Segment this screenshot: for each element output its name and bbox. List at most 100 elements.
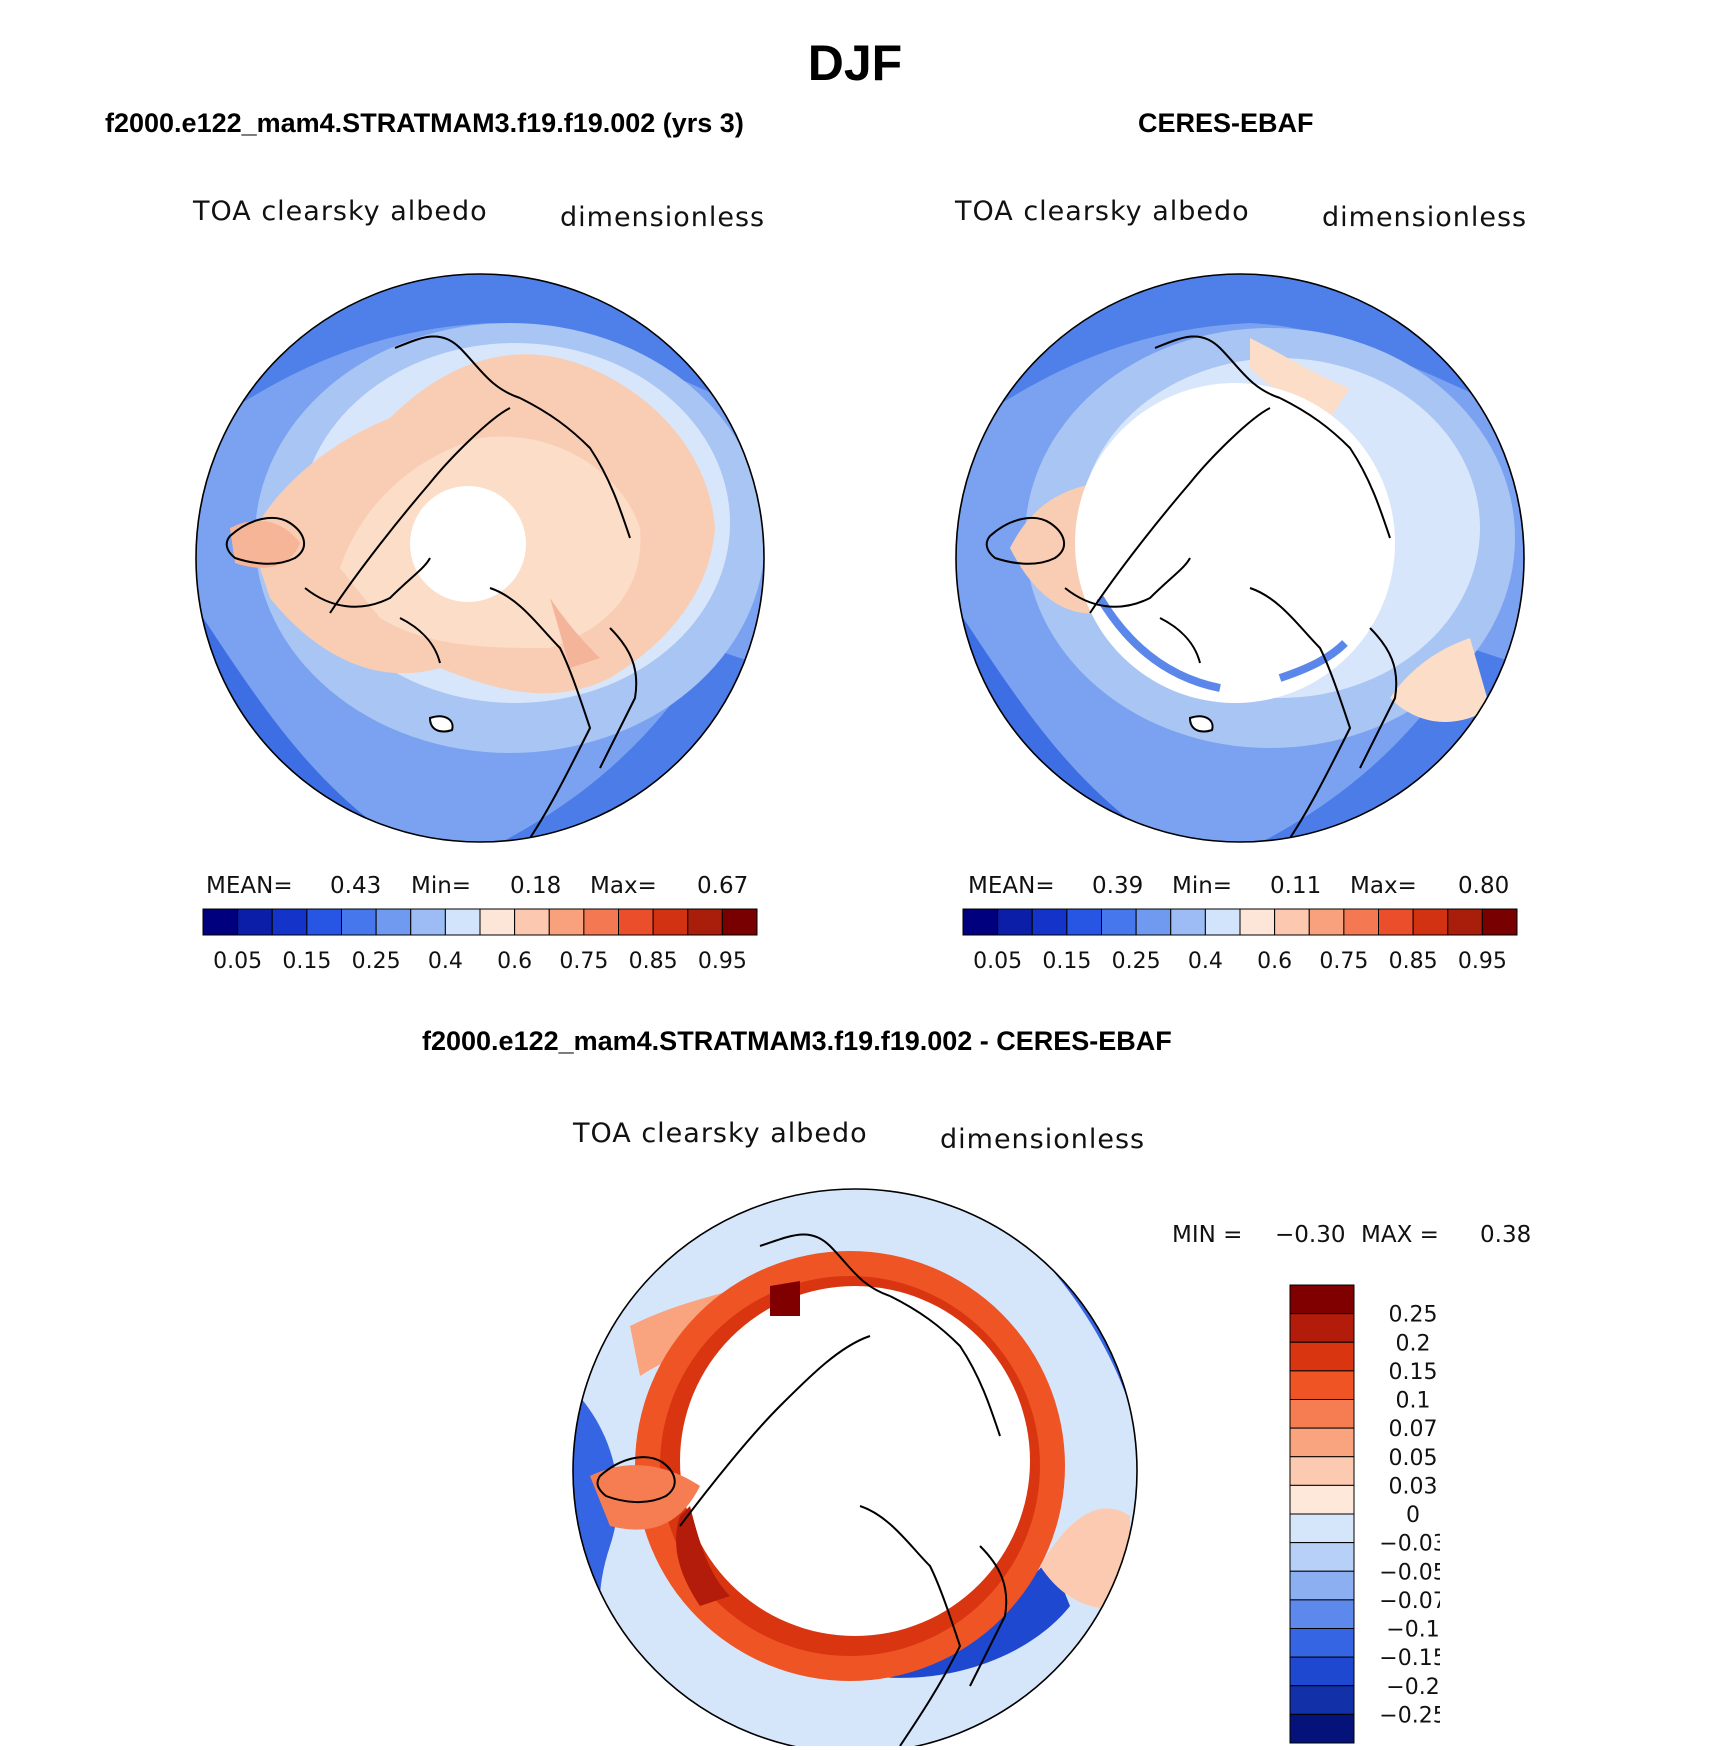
model-colorbar: 0.05 0.15 0.25 0.4 0.6 0.75 0.85 0.95 bbox=[202, 908, 758, 974]
obs-max-value: 0.80 bbox=[1458, 873, 1510, 899]
diff-colorbar-tick-label: 0.1 bbox=[1396, 1389, 1431, 1414]
diff-panel-title: f2000.e122_mam4.STRATMAM3.f19.f19.002 - … bbox=[422, 1026, 1172, 1056]
obs-panel-title: CERES-EBAF bbox=[1138, 108, 1314, 138]
obs-colorbar-tick-label: 0.05 bbox=[973, 949, 1022, 974]
model-colorbar-tick-label: 0.6 bbox=[497, 949, 532, 974]
model-colorbar-box bbox=[271, 908, 308, 936]
obs-colorbar: 0.05 0.15 0.25 0.4 0.6 0.75 0.85 0.95 bbox=[962, 908, 1518, 974]
model-colorbar-box bbox=[618, 908, 654, 936]
obs-colorbar-box bbox=[962, 908, 999, 936]
model-colorbar-box bbox=[652, 908, 689, 936]
model-mean-value: 0.43 bbox=[330, 873, 382, 899]
model-colorbar-box bbox=[341, 908, 377, 936]
model-colorbar-box bbox=[444, 908, 481, 936]
obs-mean-value: 0.39 bbox=[1092, 873, 1144, 899]
obs-colorbar-box bbox=[1066, 908, 1102, 936]
obs-max-label: Max= bbox=[1350, 873, 1417, 899]
obs-colorbar-box bbox=[1135, 908, 1172, 936]
diff-colorbar-box bbox=[1289, 1284, 1355, 1315]
diff-colorbar-tick-label: 0.05 bbox=[1389, 1446, 1438, 1471]
model-colorbar-tick-label: 0.05 bbox=[213, 949, 262, 974]
diff-colorbar-box bbox=[1289, 1713, 1355, 1744]
model-colorbar-tick-label: 0.85 bbox=[629, 949, 678, 974]
obs-colorbar-box bbox=[1308, 908, 1345, 936]
obs-colorbar-box bbox=[1412, 908, 1449, 936]
diff-colorbar-box bbox=[1289, 1399, 1355, 1429]
diff-colorbar-tick-label: 0 bbox=[1406, 1503, 1420, 1528]
obs-colorbar-box bbox=[1031, 908, 1068, 936]
diff-colorbar-box bbox=[1289, 1341, 1355, 1372]
model-colorbar-box bbox=[721, 908, 758, 936]
obs-min-value: 0.11 bbox=[1270, 873, 1322, 899]
diff-colorbar-tick-label: 0.2 bbox=[1396, 1331, 1431, 1356]
obs-colorbar-box bbox=[1204, 908, 1241, 936]
diff-colorbar-tick-label: −0.1 bbox=[1386, 1618, 1439, 1643]
figure-title: DJF bbox=[807, 35, 903, 91]
obs-units-label: dimensionless bbox=[1322, 202, 1528, 233]
diff-colorbar-tick-label: −0.15 bbox=[1379, 1646, 1440, 1671]
obs-colorbar-tick-label: 0.85 bbox=[1389, 949, 1438, 974]
model-colorbar-tick-label: 0.15 bbox=[282, 949, 331, 974]
diff-max-value: 0.38 bbox=[1480, 1222, 1532, 1248]
model-colorbar-box bbox=[514, 908, 550, 936]
diff-colorbar-box bbox=[1289, 1570, 1355, 1601]
diff-colorbar-box bbox=[1289, 1313, 1355, 1343]
obs-variable-label: TOA clearsky albedo bbox=[955, 196, 1250, 227]
diff-colorbar-tick-label: 0.15 bbox=[1389, 1360, 1438, 1385]
diff-colorbar-box bbox=[1289, 1628, 1355, 1658]
obs-colorbar-box bbox=[1481, 908, 1518, 936]
model-colorbar-box bbox=[237, 908, 273, 936]
model-colorbar-tick-label: 0.4 bbox=[428, 949, 463, 974]
obs-colorbar-tick-label: 0.25 bbox=[1112, 949, 1161, 974]
obs-polar-map bbox=[955, 273, 1525, 843]
obs-min-label: Min= bbox=[1172, 873, 1233, 899]
diff-colorbar-tick-label: −0.03 bbox=[1379, 1532, 1440, 1557]
obs-colorbar-box bbox=[1170, 908, 1206, 936]
diff-colorbar-tick-label: 0.07 bbox=[1389, 1417, 1438, 1442]
model-panel-title: f2000.e122_mam4.STRATMAM3.f19.f19.002 (y… bbox=[105, 108, 744, 138]
diff-colorbar-tick-label: −0.2 bbox=[1386, 1675, 1439, 1700]
diff-min-label: MIN = bbox=[1172, 1222, 1243, 1248]
diff-colorbar-tick-label: −0.05 bbox=[1379, 1560, 1440, 1585]
model-colorbar-box bbox=[375, 908, 412, 936]
model-colorbar-box bbox=[479, 908, 516, 936]
diff-units-label: dimensionless bbox=[940, 1124, 1146, 1155]
obs-colorbar-box bbox=[1274, 908, 1310, 936]
diff-colorbar-box bbox=[1289, 1370, 1355, 1400]
diff-colorbar-box bbox=[1289, 1599, 1355, 1629]
obs-colorbar-box bbox=[1101, 908, 1137, 936]
diff-colorbar-box bbox=[1289, 1427, 1355, 1458]
model-max-label: Max= bbox=[590, 873, 657, 899]
obs-colorbar-tick-label: 0.75 bbox=[1319, 949, 1368, 974]
model-colorbar-tick-label: 0.75 bbox=[559, 949, 608, 974]
model-colorbar-tick-label: 0.25 bbox=[352, 949, 401, 974]
model-colorbar-tick-label: 0.95 bbox=[698, 949, 747, 974]
obs-colorbar-tick-label: 0.95 bbox=[1458, 949, 1507, 974]
model-mean-label: MEAN= bbox=[206, 873, 293, 899]
diff-colorbar-tick-label: 0.03 bbox=[1389, 1474, 1438, 1499]
model-colorbar-box bbox=[306, 908, 342, 936]
model-polar-map bbox=[195, 273, 765, 843]
model-units-label: dimensionless bbox=[560, 202, 766, 233]
diff-polar-map bbox=[572, 1188, 1138, 1746]
obs-colorbar-tick-label: 0.15 bbox=[1042, 949, 1091, 974]
model-variable-label: TOA clearsky albedo bbox=[193, 196, 488, 227]
diff-colorbar-box bbox=[1289, 1513, 1355, 1544]
diff-colorbar-box bbox=[1289, 1685, 1355, 1715]
diff-variable-label: TOA clearsky albedo bbox=[573, 1118, 868, 1149]
diff-colorbar: 0.25 0.2 0.15 0.1 0.07 0.05 0.03 0 −0.03 −0.05 −0.… bbox=[1289, 1284, 1440, 1744]
obs-colorbar-box bbox=[1343, 908, 1379, 936]
model-min-label: Min= bbox=[411, 873, 472, 899]
diff-min-value: −0.30 bbox=[1275, 1222, 1346, 1248]
diff-colorbar-box bbox=[1289, 1656, 1355, 1687]
model-max-value: 0.67 bbox=[697, 873, 749, 899]
diff-colorbar-tick-label: 0.25 bbox=[1389, 1303, 1438, 1328]
diff-max-label: MAX = bbox=[1361, 1222, 1439, 1248]
diff-colorbar-box bbox=[1289, 1542, 1355, 1572]
diff-colorbar-tick-label: −0.07 bbox=[1379, 1589, 1440, 1614]
model-colorbar-box bbox=[202, 908, 239, 936]
model-colorbar-box bbox=[410, 908, 446, 936]
model-min-value: 0.18 bbox=[510, 873, 562, 899]
obs-colorbar-box bbox=[997, 908, 1033, 936]
obs-colorbar-box bbox=[1447, 908, 1483, 936]
